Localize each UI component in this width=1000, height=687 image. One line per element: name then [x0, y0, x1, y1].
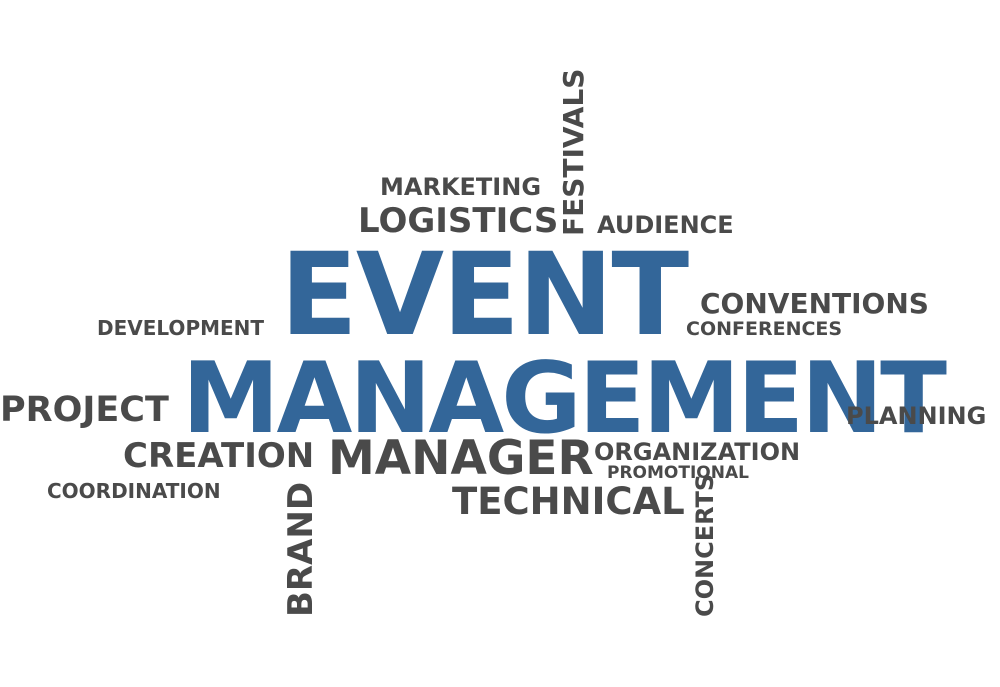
word-audience: AUDIENCE — [597, 211, 734, 239]
word-organization: ORGANIZATION — [594, 438, 801, 466]
word-logistics: LOGISTICS — [358, 201, 559, 241]
word-brand: BRAND — [281, 481, 321, 617]
word-planning: PLANNING — [846, 402, 987, 430]
word-festivals: FESTIVALS — [557, 68, 590, 236]
word-technical: TECHNICAL — [452, 480, 685, 523]
word-project: PROJECT — [0, 390, 169, 430]
word-creation: CREATION — [123, 436, 315, 476]
word-development: DEVELOPMENT — [97, 316, 265, 340]
word-concerts: CONCERTS — [691, 473, 719, 617]
word-coordination: COORDINATION — [47, 479, 221, 503]
word-conventions: CONVENTIONS — [700, 287, 929, 320]
word-promotional: PROMOTIONAL — [607, 463, 749, 483]
word-marketing: MARKETING — [380, 173, 542, 201]
word-conferences: CONFERENCES — [686, 318, 843, 340]
word-management: MANAGEMENT — [182, 342, 947, 456]
word-manager: MANAGER — [328, 431, 594, 486]
word-event: EVENT — [280, 228, 689, 361]
